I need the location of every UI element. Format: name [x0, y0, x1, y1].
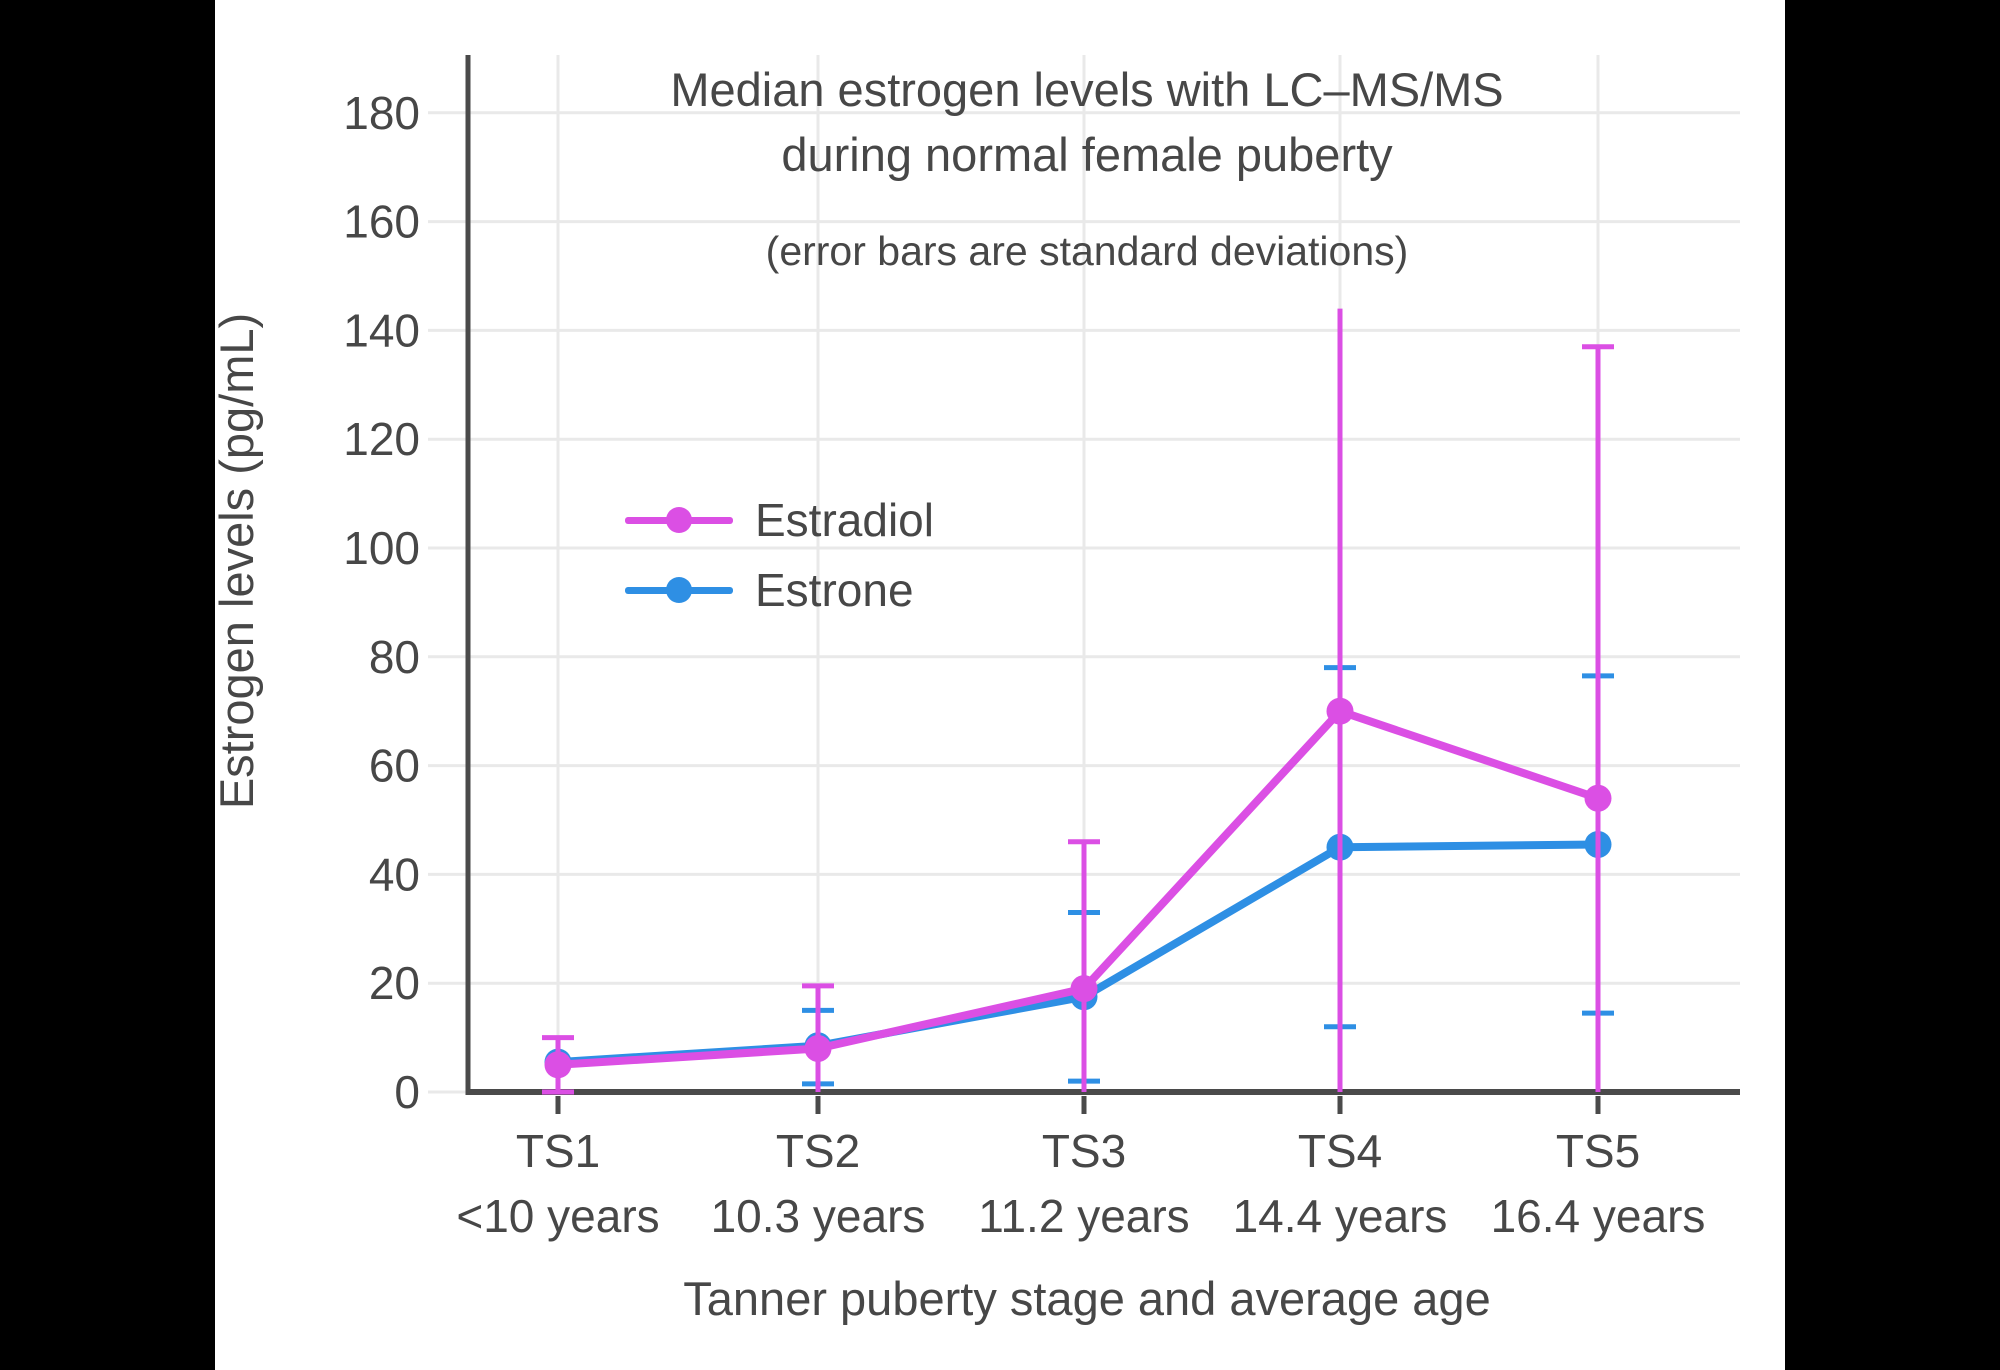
y-tick-label: 80 — [369, 631, 420, 683]
x-tick-label: TS5 — [1556, 1125, 1640, 1177]
series-line-estrone — [554, 840, 1602, 1067]
x-tick-label: TS2 — [776, 1125, 860, 1177]
x-tick-label: TS1 — [516, 1125, 600, 1177]
estradiol-swatch — [625, 507, 733, 533]
data-point-estradiol-TS5 — [1584, 784, 1612, 812]
x-tick-sublabel: 14.4 years — [1233, 1190, 1448, 1242]
data-point-estradiol-TS3 — [1070, 975, 1098, 1003]
estrone-marker-icon — [666, 577, 692, 603]
y-tick-label: 100 — [343, 522, 420, 574]
legend-label-estradiol: Estradiol — [755, 494, 934, 546]
chart-panel: 0 20 40 60 80 100 120 140 160 180 TS1 <10 years TS2 1… — [210, 0, 1785, 1370]
left-letterbox — [0, 0, 215, 1370]
chart-title-line2: during normal female puberty — [781, 128, 1393, 181]
y-tick-label: 140 — [343, 304, 420, 356]
y-tick-label: 60 — [369, 740, 420, 792]
estrone-swatch — [625, 577, 733, 603]
y-tick-label: 120 — [343, 413, 420, 465]
legend: Estradiol Estrone — [625, 485, 934, 625]
x-tick-sublabel: 16.4 years — [1491, 1190, 1706, 1242]
x-tick-label: TS3 — [1042, 1125, 1126, 1177]
plot-area: 0 20 40 60 80 100 120 140 160 180 TS1 <10 years TS2 1… — [343, 55, 1740, 1242]
data-point-estradiol-TS4 — [1326, 697, 1354, 725]
chart-title-line1: Median estrogen levels with LC–MS/MS — [670, 63, 1504, 116]
y-tick-label: 20 — [369, 957, 420, 1009]
chart-subtitle: (error bars are standard deviations) — [765, 228, 1409, 274]
x-tick-label: TS4 — [1298, 1125, 1382, 1177]
data-point-estradiol-TS1 — [544, 1051, 572, 1079]
estradiol-marker-icon — [666, 507, 692, 533]
legend-item-estrone: Estrone — [625, 555, 934, 625]
y-tick-label: 160 — [343, 196, 420, 248]
x-tick-sublabel: 11.2 years — [978, 1190, 1189, 1242]
right-letterbox — [1785, 0, 2000, 1370]
y-tick-label: 0 — [394, 1066, 420, 1118]
data-point-estradiol-TS2 — [804, 1034, 832, 1062]
x-tick-sublabel: <10 years — [456, 1190, 659, 1242]
y-tick-label: 40 — [369, 848, 420, 900]
legend-label-estrone: Estrone — [755, 564, 914, 616]
y-tick-label: 180 — [343, 87, 420, 139]
y-axis-title: Estrogen levels (pg/mL) — [210, 312, 263, 810]
x-tick-sublabel: 10.3 years — [711, 1190, 926, 1242]
legend-item-estradiol: Estradiol — [625, 485, 934, 555]
x-axis-title: Tanner puberty stage and average age — [683, 1272, 1491, 1325]
